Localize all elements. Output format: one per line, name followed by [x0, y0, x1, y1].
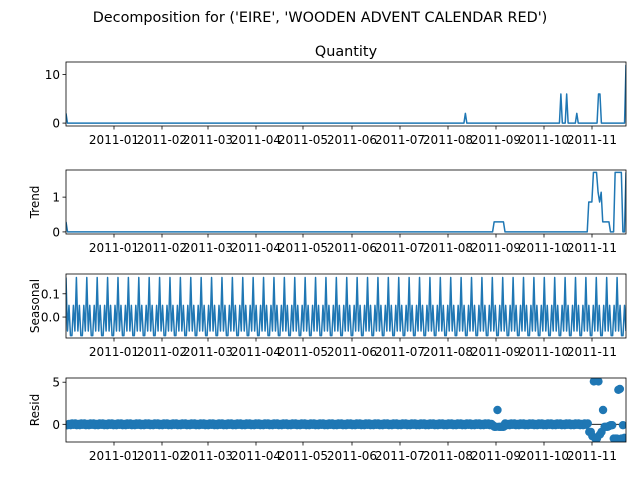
resid-xtick-label: 2011-06: [327, 449, 377, 463]
quantity-title: Quantity: [315, 44, 378, 60]
quantity-ytick-label: 10: [45, 68, 60, 82]
resid-xtick-label: 2011-09: [471, 449, 521, 463]
quantity-xtick-label: 2011-04: [231, 133, 281, 147]
trend-xtick-label: 2011-08: [423, 241, 473, 255]
seasonal-xtick-label: 2011-11: [567, 345, 617, 359]
resid-point: [598, 405, 608, 415]
resid-axes-frame: [65, 377, 627, 443]
trend-ylabel: Trend: [28, 186, 42, 220]
panel-quantity: 0102011-012011-022011-032011-042011-0520…: [45, 44, 627, 147]
trend-xtick-label: 2011-03: [183, 241, 233, 255]
resid-xtick-label: 2011-11: [567, 449, 617, 463]
trend-ytick-label: 1: [52, 191, 60, 205]
quantity-xtick-label: 2011-11: [567, 133, 617, 147]
seasonal-axes-frame: [65, 273, 627, 339]
trend-xtick-label: 2011-10: [519, 241, 569, 255]
resid-point: [583, 419, 592, 428]
quantity-xtick-label: 2011-01: [89, 133, 139, 147]
resid-point: [621, 434, 626, 442]
trend-xtick-label: 2011-07: [375, 241, 425, 255]
quantity-xtick-label: 2011-06: [327, 133, 377, 147]
quantity-series-line: [66, 64, 626, 124]
quantity-xtick-label: 2011-09: [471, 133, 521, 147]
quantity-xtick-label: 2011-03: [183, 133, 233, 147]
resid-xtick-label: 2011-03: [183, 449, 233, 463]
seasonal-xtick-label: 2011-08: [423, 345, 473, 359]
quantity-axes-frame: [65, 61, 627, 127]
trend-xtick-label: 2011-02: [137, 241, 187, 255]
figure-suptitle: Decomposition for ('EIRE', 'WOODEN ADVEN…: [93, 10, 548, 26]
resid-point: [618, 420, 626, 430]
seasonal-xtick-label: 2011-10: [519, 345, 569, 359]
trend-xtick-label: 2011-05: [278, 241, 328, 255]
resid-ylabel: Resid: [28, 394, 42, 426]
seasonal-xtick-label: 2011-06: [327, 345, 377, 359]
trend-xtick-label: 2011-06: [327, 241, 377, 255]
seasonal-xtick-label: 2011-07: [375, 345, 425, 359]
quantity-xtick-label: 2011-08: [423, 133, 473, 147]
trend-xtick-label: 2011-04: [231, 241, 281, 255]
trend-axes-frame: [65, 169, 627, 235]
trend-xtick-label: 2011-01: [89, 241, 139, 255]
seasonal-xtick-label: 2011-01: [89, 345, 139, 359]
seasonal-xtick-label: 2011-05: [278, 345, 328, 359]
resid-point: [615, 384, 625, 394]
seasonal-ytick-label: 0.1: [41, 287, 60, 301]
resid-xtick-label: 2011-05: [278, 449, 328, 463]
quantity-xtick-label: 2011-02: [137, 133, 187, 147]
resid-xtick-label: 2011-10: [519, 449, 569, 463]
resid-ytick-label: 5: [52, 376, 60, 390]
quantity-data-layer: [66, 64, 626, 124]
resid-xtick-label: 2011-02: [137, 449, 187, 463]
seasonal-xtick-label: 2011-09: [471, 345, 521, 359]
trend-xtick-label: 2011-11: [567, 241, 617, 255]
seasonal-xtick-label: 2011-03: [183, 345, 233, 359]
trend-data-layer: [66, 171, 626, 233]
resid-xtick-label: 2011-04: [231, 449, 281, 463]
seasonal-xtick-label: 2011-02: [137, 345, 187, 359]
panel-seasonal: 0.00.12011-012011-022011-032011-042011-0…: [28, 273, 627, 359]
trend-xtick-label: 2011-09: [471, 241, 521, 255]
resid-ytick-label: 0: [52, 418, 60, 432]
seasonal-xtick-label: 2011-04: [231, 345, 281, 359]
quantity-xtick-label: 2011-07: [375, 133, 425, 147]
trend-ytick-label: 0: [52, 225, 60, 239]
seasonal-series-line: [66, 276, 626, 337]
resid-point: [493, 405, 502, 415]
panel-trend: 012011-012011-022011-032011-042011-05201…: [28, 169, 627, 255]
seasonal-ytick-label: 0.0: [41, 311, 60, 325]
quantity-ytick-label: 0: [52, 117, 60, 131]
trend-series-line: [66, 171, 626, 233]
quantity-xtick-label: 2011-05: [278, 133, 328, 147]
seasonal-data-layer: [66, 276, 626, 337]
resid-point: [594, 378, 603, 386]
seasonal-ylabel: Seasonal: [28, 279, 42, 333]
subplot-stack: 0102011-012011-022011-032011-042011-0520…: [28, 44, 627, 463]
panel-resid: 052011-012011-022011-032011-042011-05201…: [28, 376, 627, 463]
resid-xtick-label: 2011-07: [375, 449, 425, 463]
resid-data-layer: [66, 378, 626, 442]
resid-point: [608, 420, 617, 430]
quantity-xtick-label: 2011-10: [519, 133, 569, 147]
resid-xtick-label: 2011-08: [423, 449, 473, 463]
resid-xtick-label: 2011-01: [89, 449, 139, 463]
